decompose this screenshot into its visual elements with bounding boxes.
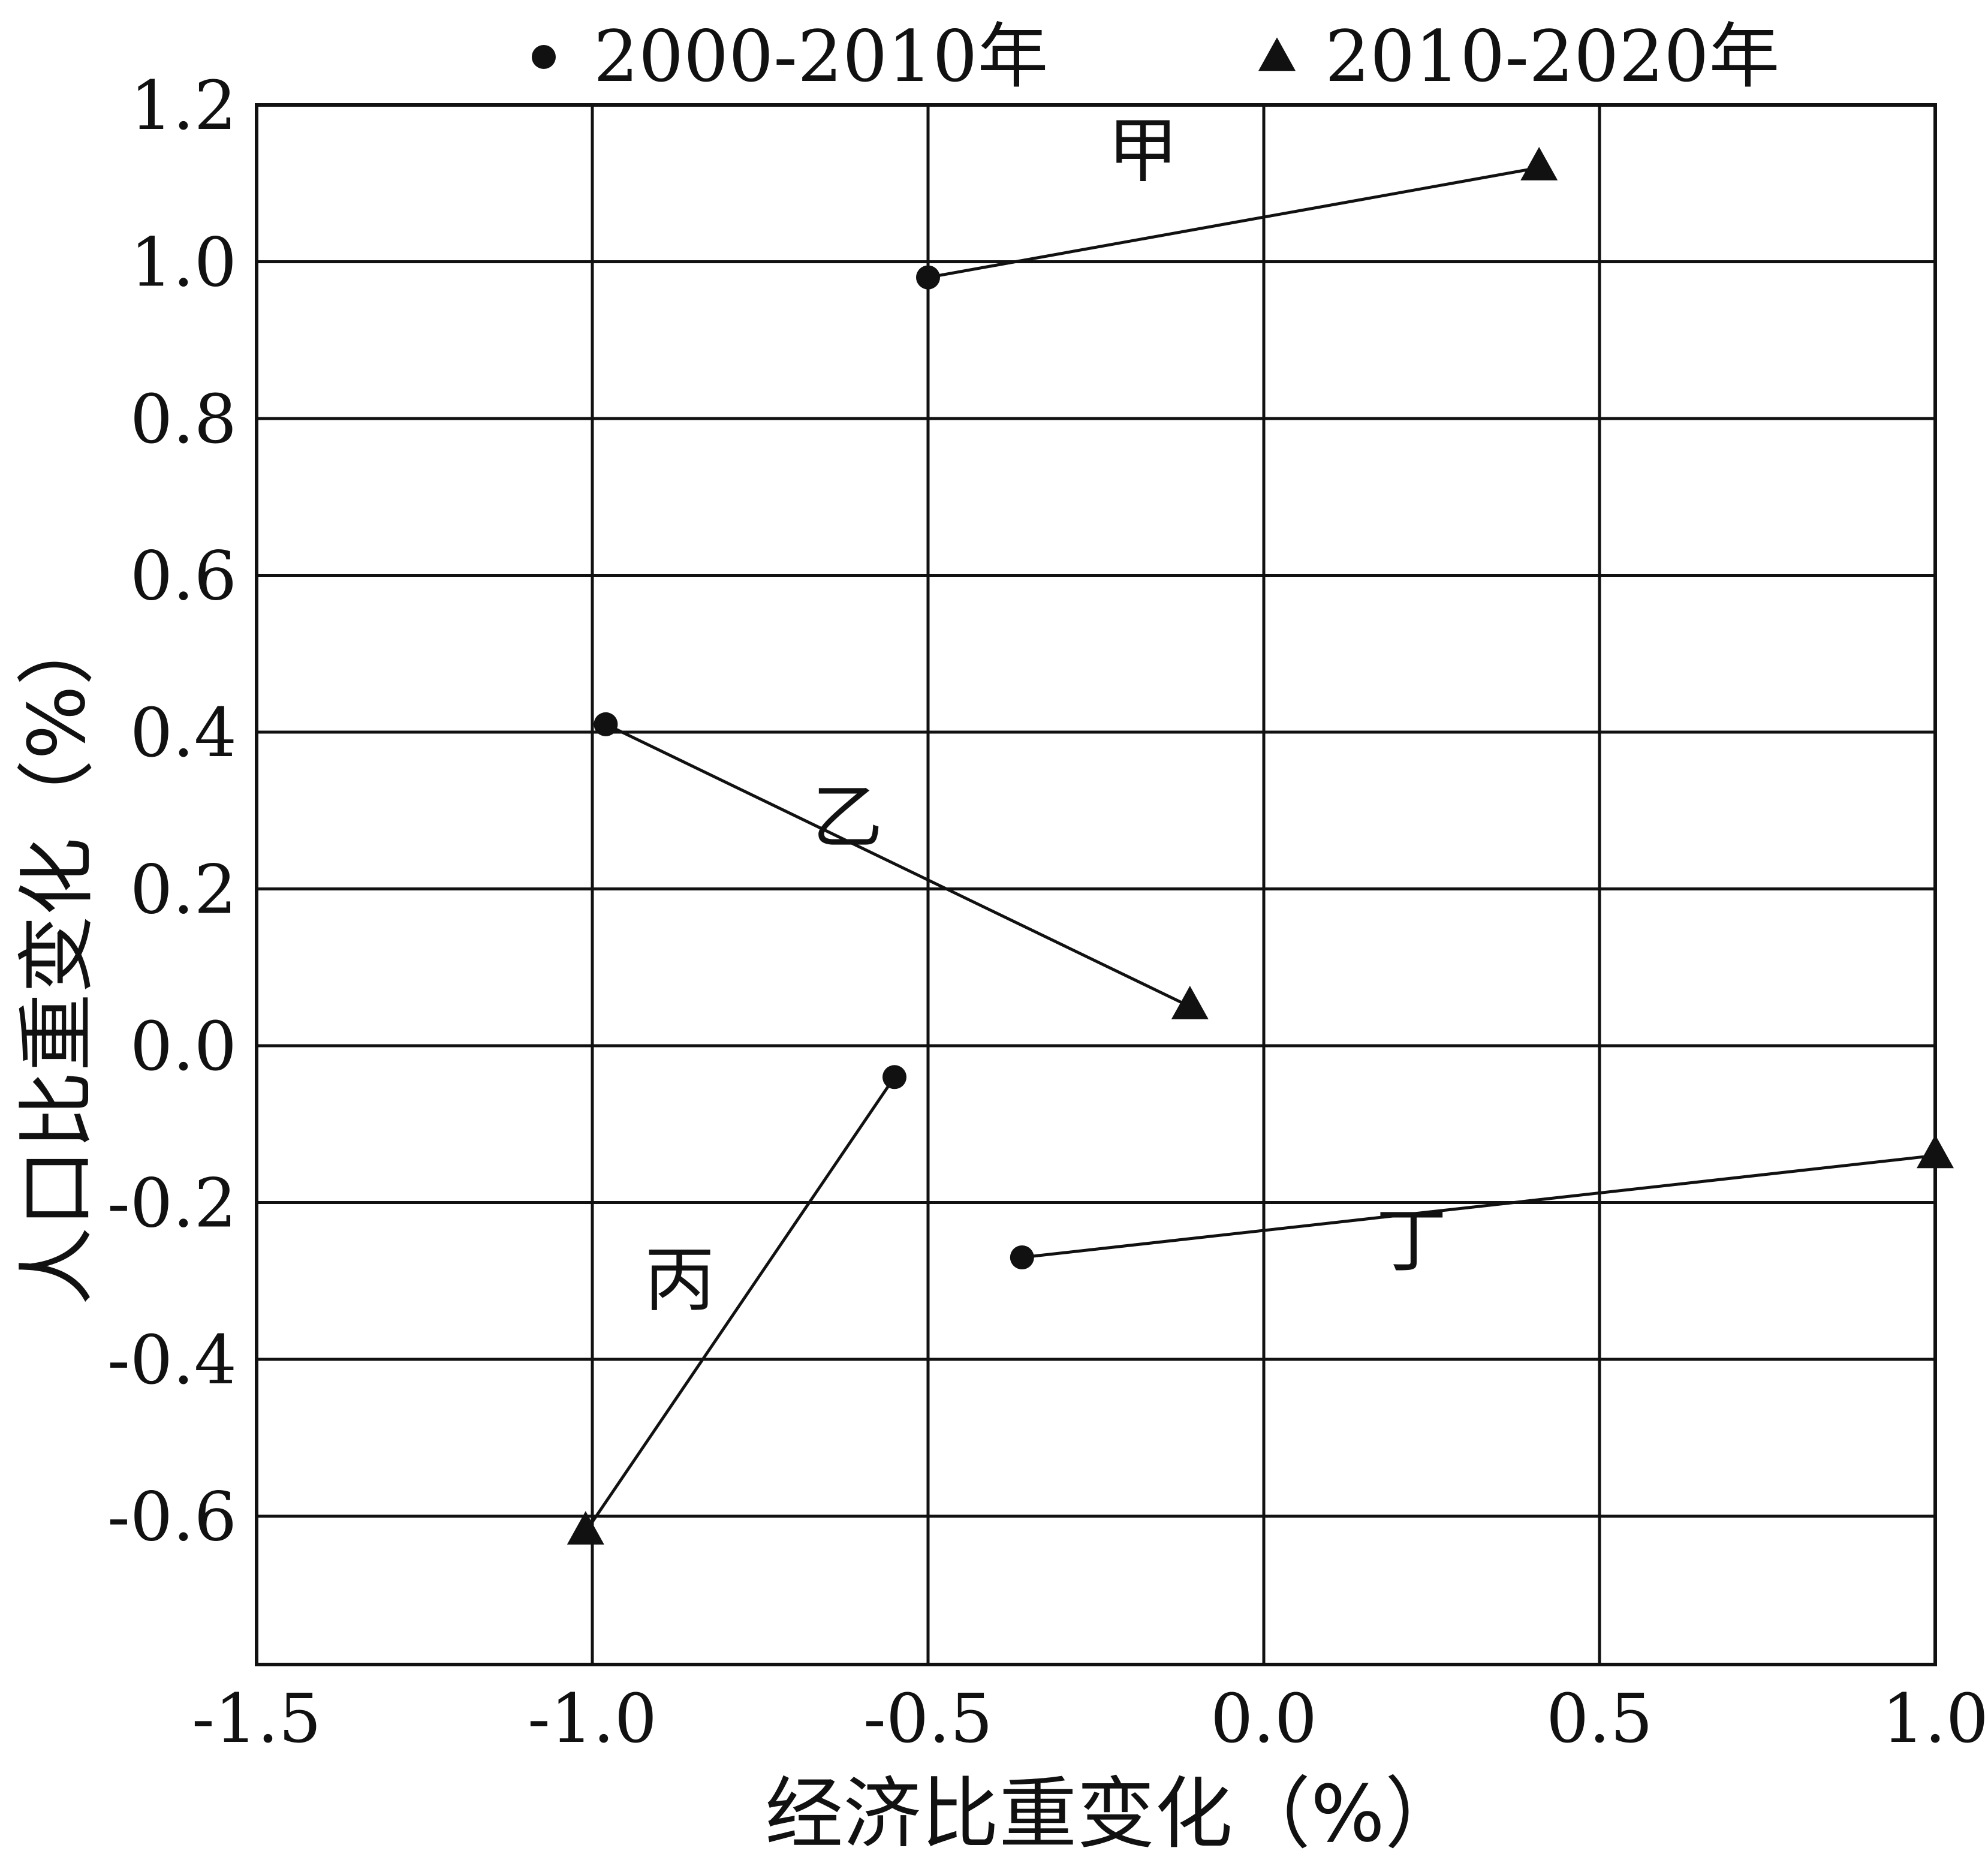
y-tick-label: 0.6 <box>130 538 237 616</box>
marker-circle-2000-2010 <box>1010 1245 1034 1270</box>
marker-triangle-2010-2020 <box>1917 1134 1954 1169</box>
region-label: 甲 <box>1107 110 1178 192</box>
y-tick-label: -0.4 <box>107 1322 237 1400</box>
y-tick-label: 1.2 <box>130 67 237 145</box>
region-label: 乙 <box>812 776 883 859</box>
region-label: 丁 <box>1376 1199 1447 1282</box>
y-tick-label: 1.0 <box>130 224 237 302</box>
x-tick-label: -0.5 <box>863 1680 993 1758</box>
connector-line <box>1022 1154 1936 1259</box>
y-tick-labels: 1.2 1.0 0.8 0.6 0.4 0.2 0.0 -0.2 -0.4 -0.6 <box>107 67 237 1557</box>
y-tick-label: -0.6 <box>107 1479 237 1557</box>
legend-label-2000-2010: 2000-2010年 <box>594 15 1048 98</box>
x-tick-label: 1.0 <box>1882 1680 1988 1758</box>
connector-line <box>605 723 1191 1008</box>
grid-lines <box>257 105 1935 1665</box>
y-tick-label: 0.0 <box>130 1008 237 1086</box>
marker-triangle-2010-2020 <box>1171 986 1209 1019</box>
region-label: 丙 <box>644 1238 715 1321</box>
legend: 2000-2010年 2010-2020年 <box>532 15 1779 98</box>
x-tick-label: -1.0 <box>528 1680 657 1758</box>
y-axis-title: 人口比重变化（%） <box>11 607 103 1305</box>
marker-circle-2000-2010 <box>594 712 618 736</box>
region-connectors <box>584 166 1936 1533</box>
y-tick-label: -0.2 <box>107 1165 237 1243</box>
x-tick-label: 0.0 <box>1210 1680 1317 1758</box>
marker-triangle-2010-2020 <box>567 1511 604 1545</box>
y-tick-label: 0.2 <box>130 851 237 929</box>
y-tick-label: 0.8 <box>130 381 237 459</box>
data-markers <box>567 147 1954 1545</box>
legend-label-2010-2020: 2010-2020年 <box>1325 15 1779 98</box>
marker-circle-2000-2010 <box>916 265 940 290</box>
connector-line <box>584 1076 896 1533</box>
x-tick-labels: -1.5 -1.0 -0.5 0.0 0.5 1.0 <box>192 1680 1988 1758</box>
x-tick-label: -1.5 <box>192 1680 321 1758</box>
x-axis-title: 经济比重变化（%） <box>765 1768 1463 1859</box>
y-tick-label: 0.4 <box>130 694 237 772</box>
region-labels: 甲乙丙 丁 <box>644 110 1447 1322</box>
connector-line <box>927 166 1540 279</box>
marker-triangle-2010-2020 <box>1520 147 1558 180</box>
marker-circle-2000-2010 <box>882 1065 906 1089</box>
plot-frame <box>255 103 1937 1666</box>
legend-triangle-marker <box>1258 37 1296 71</box>
x-tick-label: 0.5 <box>1546 1680 1653 1758</box>
legend-circle-marker <box>532 45 556 69</box>
